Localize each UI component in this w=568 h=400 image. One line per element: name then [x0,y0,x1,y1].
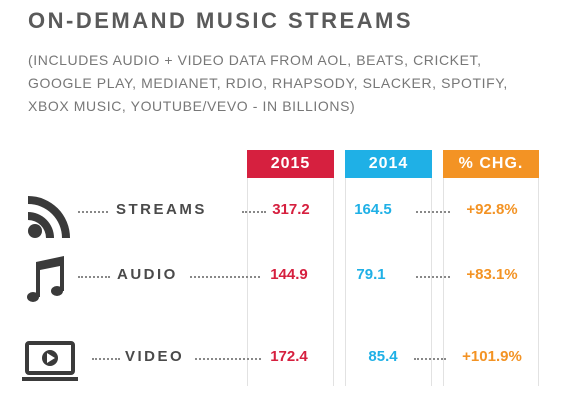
streams-icon [28,196,70,238]
cell: 79.1 [356,266,386,283]
leader [416,276,450,278]
column-header: 2014 [345,150,432,178]
leader [416,211,450,213]
column [345,150,432,386]
cell: +83.1% [466,266,518,283]
video-icon [22,341,78,381]
column [443,150,539,386]
cell: 85.4 [368,348,398,365]
column-header: 2015 [247,150,334,178]
leader [414,358,446,360]
leader [92,358,120,360]
leader [190,276,260,278]
row-label: AUDIO [117,266,178,283]
leader [242,211,266,213]
column [247,150,334,386]
column-header: % CHG. [443,150,539,178]
cell: 164.5 [354,201,392,218]
cell: +101.9% [462,348,522,365]
cell: +92.8% [466,201,518,218]
leader [78,276,110,278]
cell: 172.4 [270,348,308,365]
cell: 144.9 [270,266,308,283]
audio-icon [27,256,64,302]
leader [78,211,108,213]
cell: 317.2 [272,201,310,218]
row-label: VIDEO [125,348,185,365]
subtitle: XBOX MUSIC, YOUTUBE/VEVO - IN BILLIONS) [28,98,356,114]
row-label: STREAMS [116,201,207,218]
subtitle: (INCLUDES AUDIO + VIDEO DATA FROM AOL, B… [28,52,482,68]
subtitle: GOOGLE PLAY, MEDIANET, RDIO, RHAPSODY, S… [28,75,508,91]
title: ON-DEMAND MUSIC STREAMS [28,8,414,33]
leader [195,358,261,360]
